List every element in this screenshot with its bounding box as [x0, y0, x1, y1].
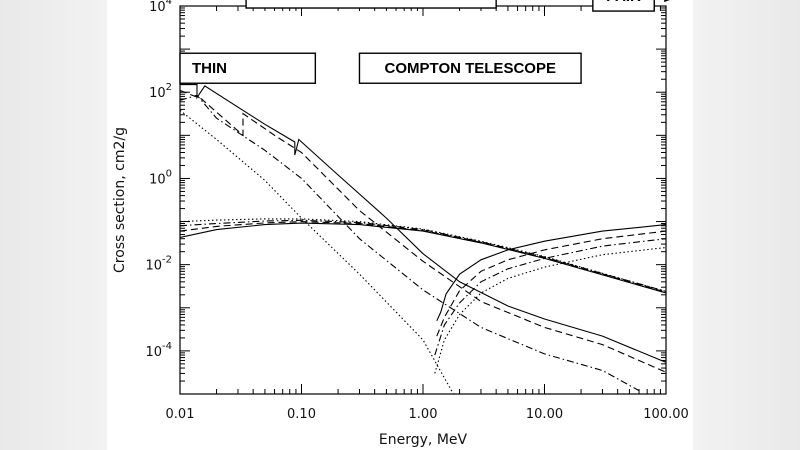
series-photoelectric-dashdot [180, 94, 640, 392]
series-compton-dashdot [180, 219, 666, 292]
series-compton-solid [180, 222, 666, 294]
series-photoelectric-solid [180, 84, 666, 363]
series-pair-dotted [434, 246, 666, 374]
y-tick-label: 100 [149, 168, 172, 187]
y-tick-label: 104 [149, 0, 172, 15]
x-tick-label: 1.00 [409, 407, 438, 422]
annotation-label: PAIR [606, 0, 641, 5]
annotation-box [179, 52, 317, 84]
x-tick-label: 10.00 [526, 407, 563, 422]
y-axis-title: Cross section, cm2/g [112, 127, 128, 273]
arrow-head-icon [664, 0, 670, 3]
annotation-label: THIN [192, 60, 227, 77]
y-tick-label: 10-4 [145, 341, 172, 360]
x-tick-label: 100.00 [643, 407, 689, 422]
x-tick-label: 0.01 [166, 407, 195, 422]
x-tick-label: 0.10 [287, 407, 316, 422]
annotation-label: COMPTON TELESCOPE [385, 60, 556, 77]
series-photoelectric-dashed [180, 89, 666, 373]
annotation-box [358, 52, 582, 84]
x-axis-title: Energy, MeV [379, 432, 468, 448]
series-pair-dashdot [434, 238, 666, 356]
y-tick-label: 102 [149, 82, 172, 101]
series-compton-dashed [180, 221, 666, 293]
y-tick-label: 10-2 [145, 255, 172, 274]
series-pair-dashed [436, 230, 666, 337]
annotation-box [592, 0, 655, 12]
series-compton-dotted [180, 218, 666, 292]
series-pair-solid [436, 224, 666, 322]
annotation-label: LARGE MONOLITHIC [295, 0, 447, 2]
annotation-box [245, 0, 497, 9]
